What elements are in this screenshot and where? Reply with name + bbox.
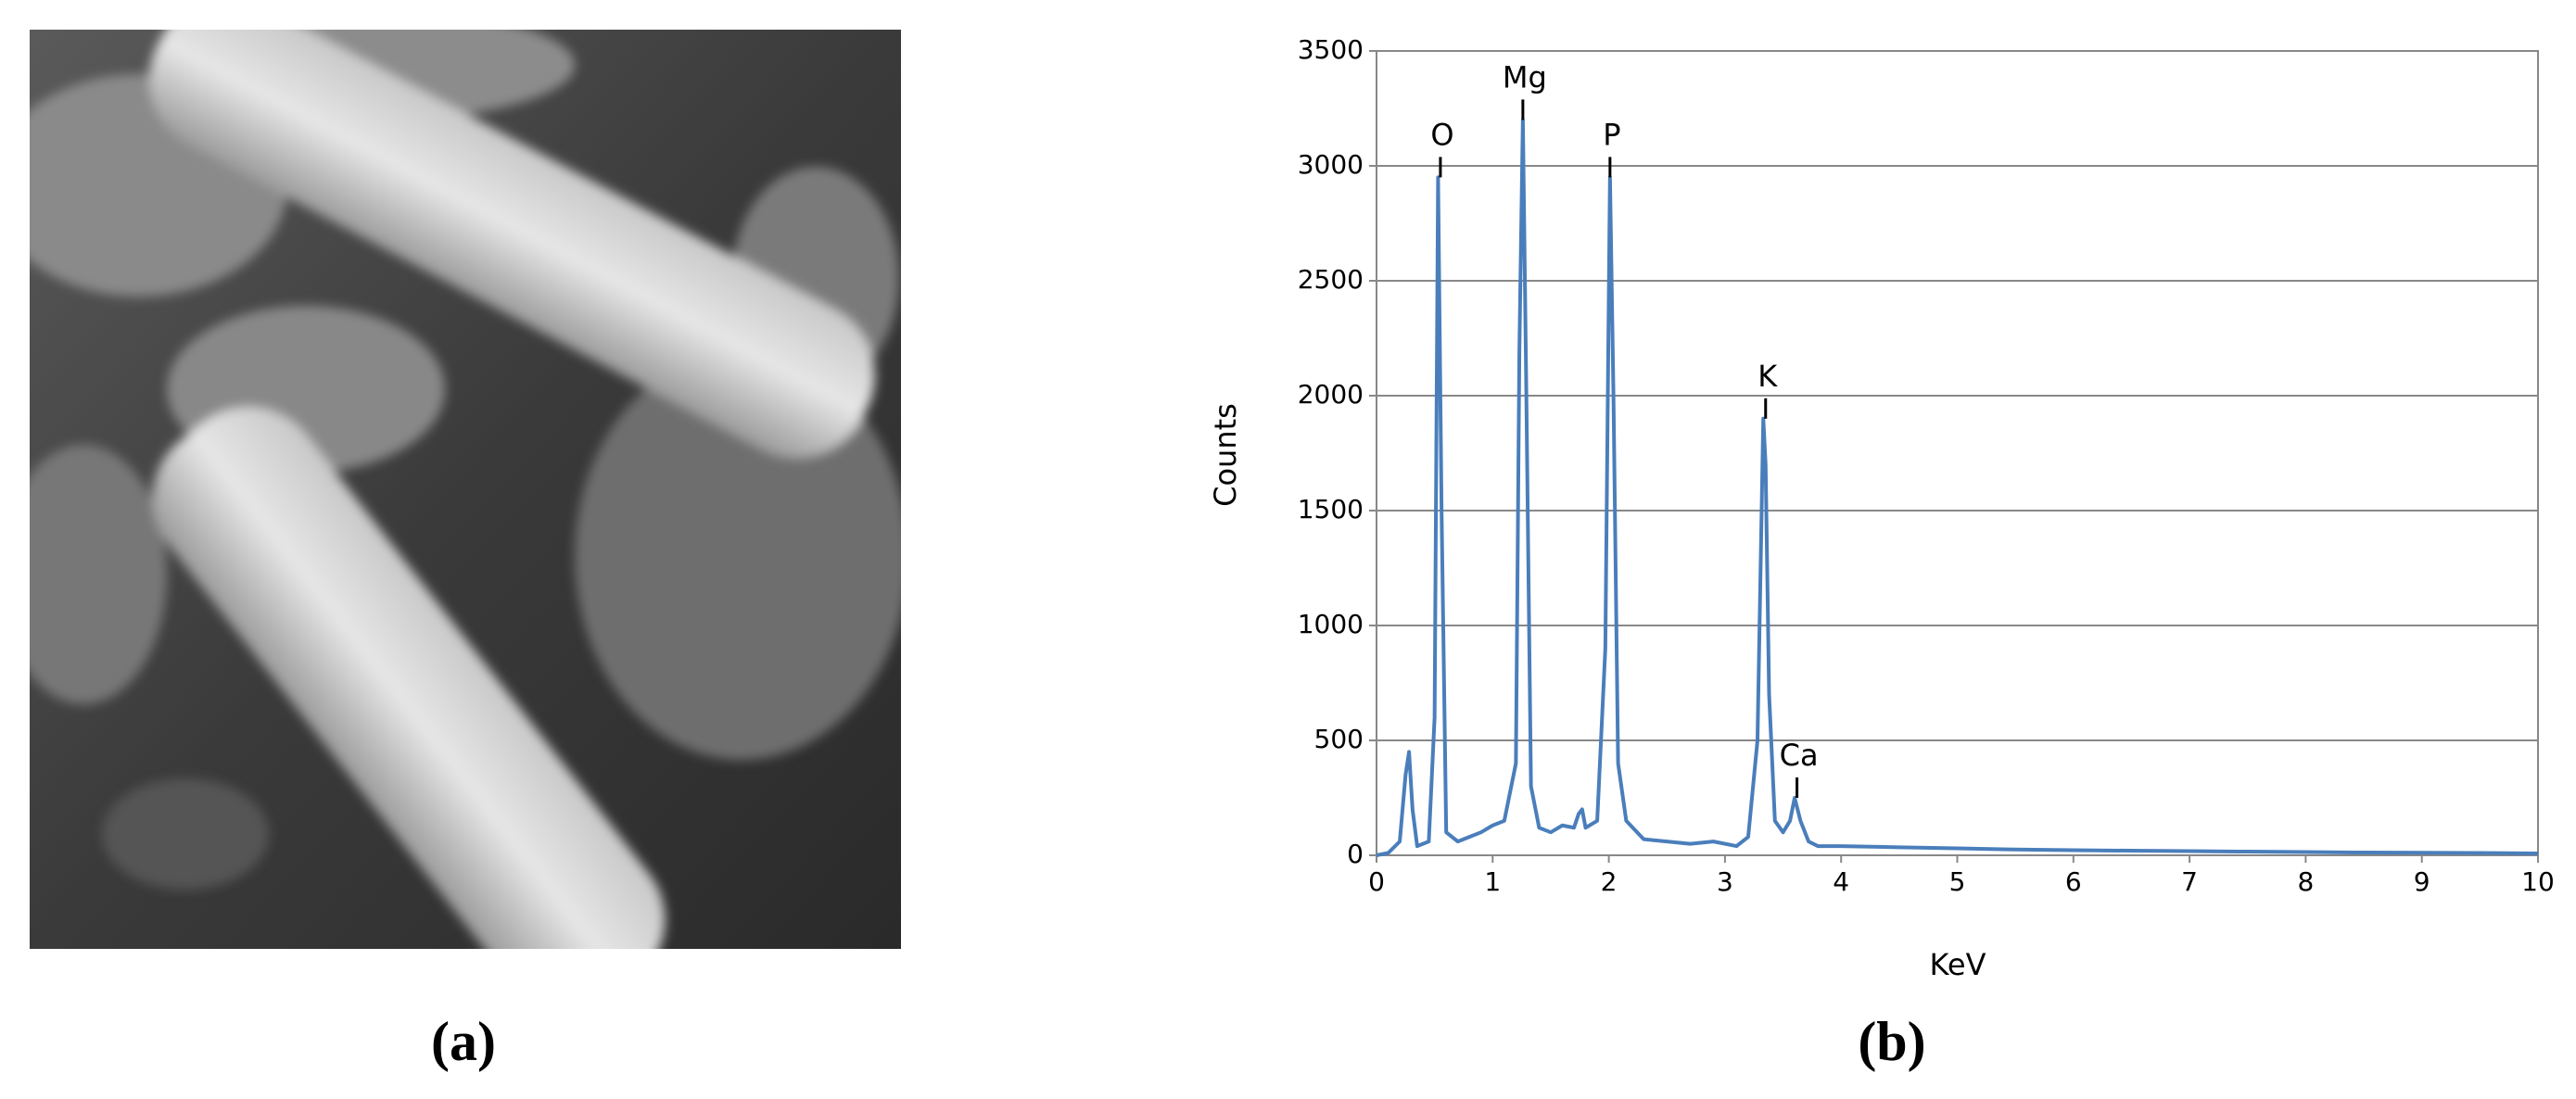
plot-area bbox=[1376, 50, 2539, 856]
annotation: Mg bbox=[1503, 59, 1547, 95]
y-axis-label: Counts bbox=[1208, 403, 1243, 507]
x-tick-label: 3 bbox=[1717, 866, 1733, 897]
annotation: P bbox=[1603, 117, 1620, 152]
x-tick-label: 1 bbox=[1484, 866, 1501, 897]
annotation: K bbox=[1758, 359, 1778, 394]
panel-label: (b) bbox=[1858, 1011, 1925, 1072]
x-tick-label: 10 bbox=[2521, 866, 2555, 897]
y-tick-label: 3000 bbox=[1298, 149, 1364, 180]
annotation: O bbox=[1430, 117, 1453, 152]
y-tick-label: 2500 bbox=[1298, 264, 1364, 295]
x-tick-label: 9 bbox=[2414, 866, 2430, 897]
x-tick-label: 8 bbox=[2297, 866, 2314, 897]
y-tick-label: 3500 bbox=[1298, 34, 1364, 65]
micrograph bbox=[30, 30, 901, 949]
y-tick-label: 1500 bbox=[1298, 494, 1364, 524]
y-tick-label: 2000 bbox=[1298, 379, 1364, 410]
y-tick-label: 500 bbox=[1314, 724, 1364, 754]
x-tick-label: 0 bbox=[1368, 866, 1385, 897]
x-tick-label: 5 bbox=[1949, 866, 1966, 897]
spectrum-line bbox=[1376, 118, 2539, 857]
x-tick-label: 2 bbox=[1601, 866, 1618, 897]
x-axis-label: KeV bbox=[1930, 947, 1986, 982]
x-tick-label: 4 bbox=[1833, 866, 1849, 897]
panel-label: (a) bbox=[431, 1011, 496, 1072]
y-tick-label: 1000 bbox=[1298, 609, 1364, 639]
y-tick-label: 0 bbox=[1347, 839, 1364, 869]
annotation: Ca bbox=[1780, 738, 1819, 773]
x-tick-label: 6 bbox=[2065, 866, 2082, 897]
x-tick-label: 7 bbox=[2181, 866, 2198, 897]
